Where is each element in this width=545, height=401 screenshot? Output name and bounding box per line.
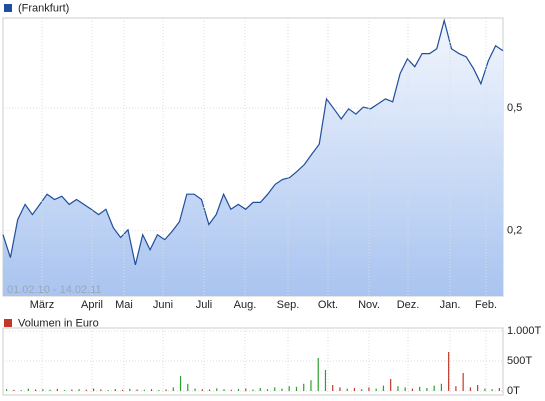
volume-bar (13, 389, 15, 391)
x-tick-label: Feb. (475, 299, 497, 311)
volume-bar (187, 383, 189, 391)
legend-label: (Frankfurt) (18, 2, 69, 14)
volume-bar (448, 352, 450, 391)
volume-bar (281, 388, 283, 391)
volume-bar (419, 386, 421, 391)
volume-bar (252, 389, 254, 391)
volume-bar (92, 388, 95, 391)
volume-bar (346, 388, 348, 391)
volume-bar (216, 388, 218, 391)
volume-bar (121, 389, 124, 391)
volume-bar (462, 373, 464, 391)
x-tick-label: Mai (115, 299, 133, 311)
volume-bar (295, 386, 298, 391)
volume-bar (310, 380, 312, 391)
volume-bar (411, 388, 414, 391)
volume-bar (201, 389, 203, 391)
volume-bar (288, 386, 290, 391)
x-tick-label: Jan. (440, 299, 461, 311)
volume-bar (498, 388, 500, 391)
x-tick-label: Juli (196, 299, 213, 311)
y-tick-label: 500T (507, 355, 532, 367)
x-tick-label: Nov. (358, 299, 380, 311)
y-tick-label: 0,5 (507, 102, 522, 114)
volume-bar (433, 385, 435, 391)
volume-bar (35, 389, 37, 391)
x-tick-label: Okt. (318, 299, 338, 311)
volume-bar (208, 389, 211, 391)
volume-bar (150, 389, 153, 391)
y-tick-label: 0T (507, 385, 520, 397)
volume-bar (390, 379, 392, 391)
volume-bar (56, 388, 58, 391)
volume-bar (114, 389, 116, 391)
legend-label: Volumen in Euro (18, 317, 99, 329)
y-tick-label: 1.000T (507, 325, 542, 337)
volume-bar (266, 389, 269, 391)
volume-bar (375, 388, 377, 391)
volume-bar (6, 389, 8, 391)
volume-bar (469, 387, 471, 391)
volume-bar (179, 376, 182, 391)
volume-bar (143, 389, 145, 391)
volume-bar (194, 388, 196, 391)
volume-bar (353, 388, 356, 391)
x-tick-label: März (30, 299, 54, 311)
price-line (2, 18, 504, 266)
x-tick-label: April (81, 299, 103, 311)
volume-bar (71, 389, 73, 391)
volume-bar (440, 383, 443, 391)
volume-bar (230, 389, 232, 391)
x-tick-label: Dez. (397, 299, 420, 311)
price-area (3, 20, 503, 296)
volume-bar (324, 370, 327, 391)
volume-bar (426, 388, 428, 391)
volume-bar (274, 387, 276, 391)
volume-bar (404, 387, 406, 391)
volume-bar (158, 390, 160, 391)
volume-bar (368, 387, 370, 391)
date-range: 01.02.10 - 14.02.11 (7, 284, 102, 296)
volume-bar (223, 389, 225, 391)
volume-bar (332, 385, 334, 391)
volume-bar (245, 388, 247, 391)
volume-bar (382, 385, 385, 391)
legend-swatch (4, 319, 12, 327)
legend-swatch (4, 4, 12, 12)
volume-bar (491, 389, 493, 391)
volume-bar (484, 388, 486, 391)
volume-bar (477, 385, 479, 391)
volume-bar (259, 388, 261, 391)
x-tick-label: Juni (153, 299, 173, 311)
volume-bar (85, 389, 87, 391)
volume-bar (100, 389, 102, 391)
volume-bar (63, 390, 66, 391)
volume-bar (42, 389, 44, 391)
volume-bar (317, 358, 319, 391)
volume-bar (237, 388, 240, 391)
y-tick-label: 0,2 (507, 224, 522, 236)
volume-bar (78, 389, 80, 391)
volume-bar (136, 389, 138, 391)
volume-bar (339, 387, 341, 391)
volume-bar (303, 383, 305, 391)
volume-bar (397, 386, 399, 391)
x-tick-label: Aug. (234, 299, 257, 311)
volume-bar (172, 387, 174, 391)
volume-bar (129, 388, 131, 391)
volume-bar (455, 386, 457, 391)
x-tick-label: Sep. (277, 299, 300, 311)
volume-bar (27, 388, 29, 391)
volume-bar (165, 389, 167, 391)
volume-bar (361, 389, 363, 391)
volume-bar (49, 389, 51, 391)
volume-bar (107, 390, 109, 391)
volume-bar (20, 390, 22, 391)
